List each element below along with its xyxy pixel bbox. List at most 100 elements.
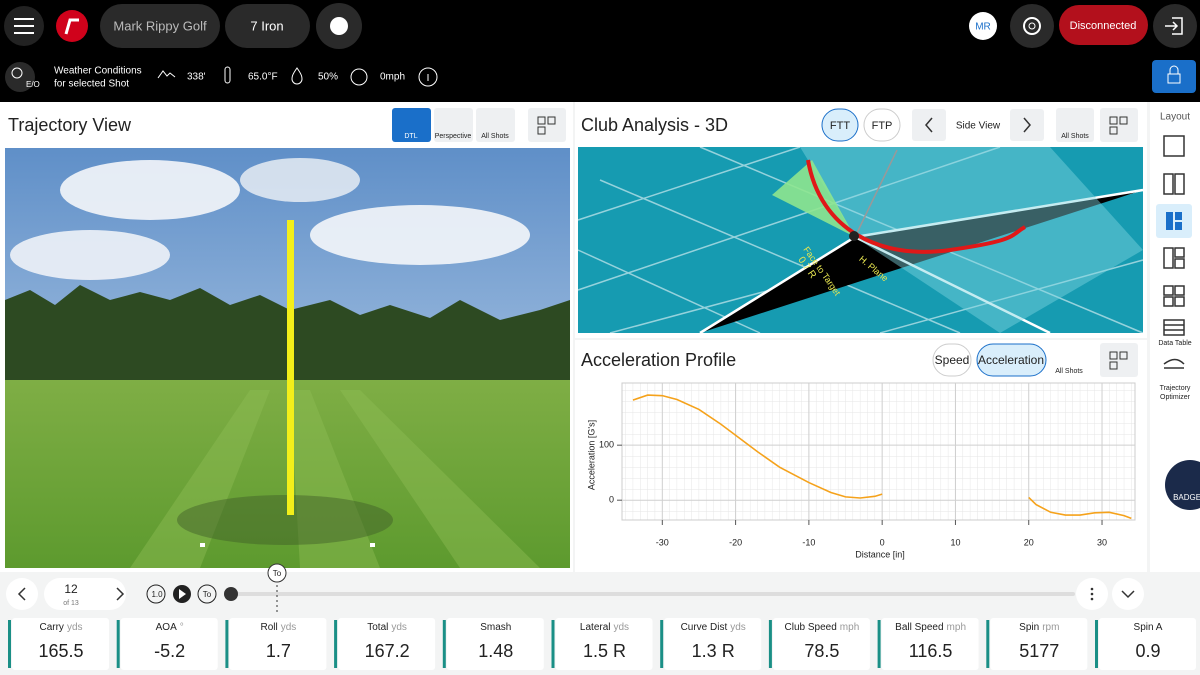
- logout-button[interactable]: [1153, 4, 1197, 48]
- stat-card-accent: [8, 620, 11, 668]
- stat-card-accent: [551, 620, 555, 668]
- speed[interactable]: 1.0: [151, 590, 163, 599]
- more-button[interactable]: [1076, 578, 1108, 610]
- next-shot[interactable]: [116, 587, 125, 601]
- sidebar-title: Layout: [1160, 112, 1190, 123]
- user-initials[interactable]: MR: [975, 22, 991, 33]
- all-shots-label[interactable]: All Shots: [1061, 133, 1089, 140]
- view-button-active[interactable]: [392, 108, 431, 142]
- all-shots-button[interactable]: [1050, 343, 1088, 377]
- stat-unit: rpm: [1042, 622, 1059, 633]
- prev-view[interactable]: [912, 109, 946, 141]
- stat-name: Carry: [39, 622, 63, 633]
- menu-button[interactable]: [4, 6, 44, 46]
- metric-button-active[interactable]: [976, 343, 1047, 377]
- lock-button[interactable]: [1152, 60, 1196, 93]
- metric-button[interactable]: [932, 343, 972, 377]
- status[interactable]: Disconnected: [1070, 20, 1137, 32]
- club-pill[interactable]: [225, 4, 310, 48]
- stat-name: Total: [367, 622, 388, 633]
- stat-unit: yds: [391, 622, 407, 633]
- stat-value: 1.3 R: [692, 641, 735, 661]
- y-tick-label: 0: [609, 495, 614, 505]
- impact-marker-badge: [267, 563, 287, 583]
- timeline-handle[interactable]: [224, 587, 238, 601]
- elevation-icon: [157, 70, 176, 79]
- stat-card-accent: [1095, 620, 1098, 668]
- view-button-label[interactable]: Perspective: [435, 133, 472, 140]
- stat-value: 165.5: [38, 641, 83, 661]
- stat-unit: yds: [730, 622, 746, 633]
- stat-card: [229, 618, 327, 670]
- temperature-icon: [224, 66, 231, 84]
- badge[interactable]: [1165, 460, 1200, 510]
- mode-button[interactable]: [863, 108, 901, 142]
- x-tick-label: 10: [950, 537, 960, 547]
- x-tick-label: -20: [729, 537, 742, 547]
- all-shots-label[interactable]: All Shots: [1055, 368, 1083, 375]
- stat-label: Total yds: [367, 622, 407, 633]
- settings-button[interactable]: [1010, 4, 1054, 48]
- stat-card-accent: [768, 620, 772, 668]
- view-button[interactable]: [476, 108, 515, 142]
- stat-value: 1.48: [478, 641, 513, 661]
- metric-button-label[interactable]: Acceleration: [978, 353, 1044, 367]
- mode-button-label[interactable]: FTP: [872, 120, 893, 132]
- stat-value: 1.7: [266, 641, 291, 661]
- stat-label: Curve Dist yds: [681, 622, 746, 633]
- account-pill[interactable]: [100, 4, 220, 48]
- badge-label[interactable]: BADGER: [1173, 493, 1200, 502]
- account-name[interactable]: Mark Rippy Golf: [113, 18, 207, 33]
- stat-card: [1099, 618, 1196, 670]
- weather-icon[interactable]: [5, 62, 35, 92]
- stat-value: 0.9: [1135, 641, 1160, 661]
- club-name[interactable]: 7 Iron: [250, 18, 283, 33]
- wind-icon: [350, 68, 368, 86]
- metric-button-label[interactable]: Speed: [935, 353, 970, 367]
- view-button-label[interactable]: DTL: [404, 133, 417, 140]
- mode-button-label[interactable]: FTT: [830, 120, 850, 132]
- info-button[interactable]: [418, 67, 438, 87]
- timeline-track[interactable]: [230, 592, 1075, 596]
- layout-button[interactable]: [1100, 108, 1138, 142]
- course-scene: [5, 148, 570, 568]
- sidebar-item[interactable]: Trajectory: [1160, 385, 1191, 392]
- y-axis-label: Acceleration [G's]: [586, 420, 596, 490]
- wind: 0mph: [380, 72, 405, 83]
- stat-name: Spin: [1019, 622, 1039, 633]
- mode-button-active[interactable]: [821, 108, 859, 142]
- weather-label: Weather Conditions: [54, 66, 142, 77]
- to-button[interactable]: [197, 584, 217, 604]
- stat-card: [881, 618, 979, 670]
- humidity-icon: [291, 67, 303, 85]
- stat-name: Curve Dist: [681, 622, 728, 633]
- layout-button[interactable]: [1100, 343, 1138, 377]
- stat-card: [446, 618, 544, 670]
- play-button[interactable]: [173, 585, 191, 603]
- view-button-label[interactable]: All Shots: [481, 133, 509, 140]
- stat-value: 5177: [1019, 641, 1059, 661]
- next-view[interactable]: [1010, 109, 1044, 141]
- avatar[interactable]: [969, 12, 997, 40]
- status-pill[interactable]: [1059, 5, 1148, 45]
- collapse-button[interactable]: [1112, 578, 1144, 610]
- panel-title: Club Analysis - 3D: [581, 115, 728, 135]
- impact-marker-label: To: [273, 569, 282, 578]
- to-button-label[interactable]: To: [203, 590, 212, 599]
- stat-value: 167.2: [365, 641, 410, 661]
- stat-unit: yds: [281, 622, 297, 633]
- stat-label: Lateral yds: [580, 622, 629, 633]
- stat-name: Ball Speed: [895, 622, 943, 633]
- all-shots-button[interactable]: [1056, 108, 1094, 142]
- humidity: 50%: [318, 72, 338, 83]
- layout-button[interactable]: [528, 108, 566, 142]
- sidebar-item-line[interactable]: Optimizer: [1160, 394, 1191, 401]
- prev-shot[interactable]: [6, 578, 38, 610]
- sidebar-item[interactable]: Data Table: [1158, 340, 1191, 347]
- layout-options[interactable]: [1156, 135, 1192, 369]
- view-button[interactable]: [434, 108, 473, 142]
- ball-button[interactable]: [316, 3, 362, 49]
- x-axis-label: Distance [in]: [855, 549, 905, 559]
- speed-button[interactable]: [146, 584, 166, 604]
